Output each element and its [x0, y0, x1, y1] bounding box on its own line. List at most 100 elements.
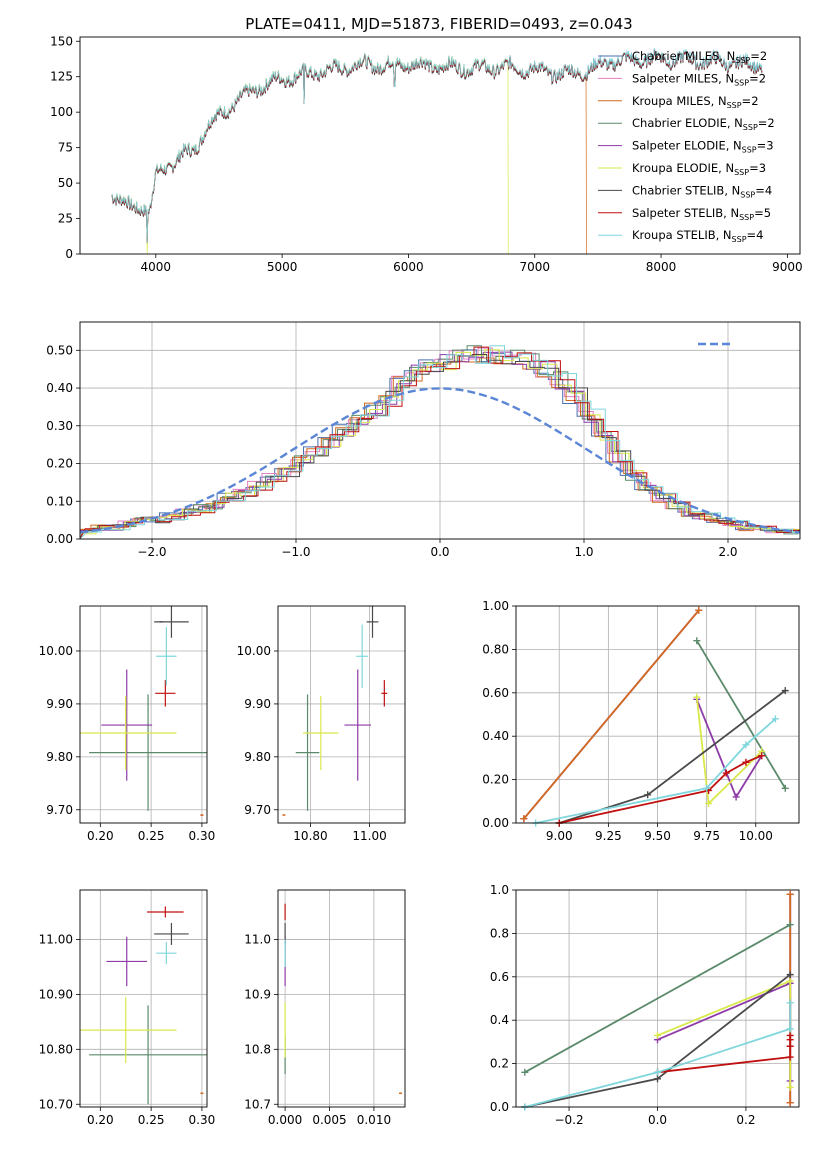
weight-marker	[786, 999, 794, 1007]
y-tick-label: 9.80	[46, 750, 73, 764]
weight-line	[657, 979, 792, 1088]
y-tick-label: 0.20	[46, 457, 73, 471]
y-tick-label: 9.70	[244, 803, 271, 817]
weight-line	[524, 923, 791, 1074]
weight-marker	[786, 977, 794, 985]
x-tick-label: 0.20	[87, 1113, 114, 1127]
figure-title: PLATE=0411, MJD=51873, FIBERID=0493, z=0…	[245, 15, 632, 33]
normal-curve	[80, 387, 800, 534]
y-tick-label: 1.00	[482, 599, 509, 613]
weight-marker	[654, 1075, 661, 1083]
weight-marker	[742, 741, 750, 749]
x-tick-label: 0.010	[357, 1113, 391, 1127]
weight-line	[523, 609, 700, 820]
axes-frame	[515, 605, 800, 824]
x-tick-label: 8000	[646, 260, 677, 274]
y-tick-label: 9.80	[244, 750, 271, 764]
y-tick-label: 0.00	[46, 532, 73, 546]
legend-nssp-value: 5	[764, 206, 771, 220]
legend-nssp-sub: SSP	[743, 123, 758, 132]
weight-marker	[781, 784, 789, 792]
x-tick-label: 9.00	[546, 829, 573, 843]
y-tick-label: 10.9	[244, 987, 271, 1001]
y-tick-label: 10.7	[244, 1097, 271, 1111]
legend-nssp-eq: =	[749, 71, 759, 85]
y-tick-label: 10.90	[39, 987, 73, 1001]
y-tick-label: 50	[58, 176, 73, 190]
legend-nssp-prefix: , N	[719, 49, 735, 63]
weight-line	[657, 1035, 792, 1074]
legend-nssp-prefix: , N	[711, 94, 727, 108]
x-tick-label: 2.0	[718, 545, 737, 559]
y-tick-label: 0.40	[482, 729, 509, 743]
y-tick-label: 0	[65, 247, 73, 261]
legend-nssp-sub: SSP	[734, 168, 749, 177]
y-tick-label: 0.60	[482, 686, 509, 700]
legend-entry: Kroupa ELODIE, NSSP=3	[632, 161, 766, 177]
y-tick-label: 0.50	[46, 343, 73, 357]
x-tick-label: 7000	[519, 260, 550, 274]
x-tick-label: 11.00	[352, 829, 386, 843]
legend-nssp-sub: SSP	[734, 78, 749, 87]
y-tick-label: 0.20	[482, 773, 509, 787]
panel-mass-vs-ebv: 0.000 0.005 0.010 10.7 10.8 10.9 11.0	[244, 889, 406, 1127]
legend-nssp-sub: SSP	[740, 190, 755, 199]
legend-nssp-prefix: , N	[726, 139, 742, 153]
legend-nssp-eq: =	[754, 206, 764, 220]
weight-marker	[786, 1053, 794, 1061]
panel-mass-vs-Z: 0.20 0.25 0.30 10.70 10.80 10.90 11.00	[39, 889, 215, 1127]
x-tick-label: 0.25	[138, 1113, 165, 1127]
legend-nssp-value: 2	[767, 116, 774, 130]
legend-entry: Chabrier MILES, NSSP=2	[632, 49, 767, 65]
axes-frame	[79, 321, 801, 540]
weight-marker	[786, 1083, 794, 1091]
weight-marker	[695, 606, 703, 614]
legend-nssp-sub: SSP	[742, 146, 757, 155]
weight-line	[524, 1002, 792, 1107]
legend-model: Salpeter ELODIE	[632, 139, 726, 153]
x-tick-label: 0.005	[312, 1113, 346, 1127]
legend-nssp-sub: SSP	[739, 213, 754, 222]
axes-frame	[515, 889, 800, 1108]
x-tick-label: 9.25	[595, 829, 622, 843]
weight-marker	[781, 687, 789, 695]
weight-line	[535, 718, 776, 823]
y-tick-label: 9.70	[46, 803, 73, 817]
histogram-step	[80, 354, 800, 539]
legend-nssp-sub: SSP	[735, 56, 750, 65]
panel-spectrum: 4000 5000 6000 7000 8000 90000255075100125150…	[50, 34, 803, 274]
x-tick-label: 4000	[141, 260, 172, 274]
legend-entry: Kroupa STELIB, NSSP=4	[632, 228, 764, 244]
weight-marker	[705, 799, 713, 807]
weight-marker	[693, 637, 701, 645]
legend-model: Kroupa MILES	[632, 94, 711, 108]
legend-nssp-value: 2	[751, 94, 758, 108]
axes-frame	[79, 889, 208, 1108]
legend-entry: Salpeter MILES, NSSP=2	[632, 71, 766, 87]
y-tick-label: 0.8	[490, 926, 509, 940]
y-tick-label: 0.40	[46, 381, 73, 395]
y-tick-label: 0.6	[490, 970, 509, 984]
weight-marker	[693, 693, 701, 701]
weight-marker	[786, 1031, 794, 1039]
legend-nssp-value: 2	[760, 49, 767, 63]
x-tick-label: −0.2	[554, 1113, 583, 1127]
x-tick-label: 0.30	[189, 829, 216, 843]
y-tick-label: 10.8	[244, 1042, 271, 1056]
y-tick-label: 0.30	[46, 419, 73, 433]
x-tick-label: 5000	[267, 260, 298, 274]
legend-model: Chabrier STELIB	[632, 183, 724, 197]
legend-nssp-sub: SSP	[727, 101, 742, 110]
panel-weight-vs-Z: −0.2 0.0 0.2 0.0 0.2 0.4 0.6 0.8 1.0	[490, 883, 800, 1127]
legend-entry: Salpeter ELODIE, NSSP=3	[632, 139, 774, 155]
weight-marker	[742, 758, 750, 766]
x-tick-label: 0.2	[736, 1113, 755, 1127]
x-tick-label: 0.0	[430, 545, 449, 559]
panel-residuals: −2.0 −1.0 0.0 1.0 2.0 0.00 0.10 0.20 0.30 0.40 0.5…	[46, 321, 801, 559]
legend-entry: Chabrier STELIB, NSSP=4	[632, 183, 772, 199]
weight-marker	[722, 769, 730, 777]
legend-nssp-value: 4	[756, 228, 763, 242]
legend-nssp-eq: =	[749, 161, 759, 175]
x-tick-label: 9.50	[644, 829, 671, 843]
